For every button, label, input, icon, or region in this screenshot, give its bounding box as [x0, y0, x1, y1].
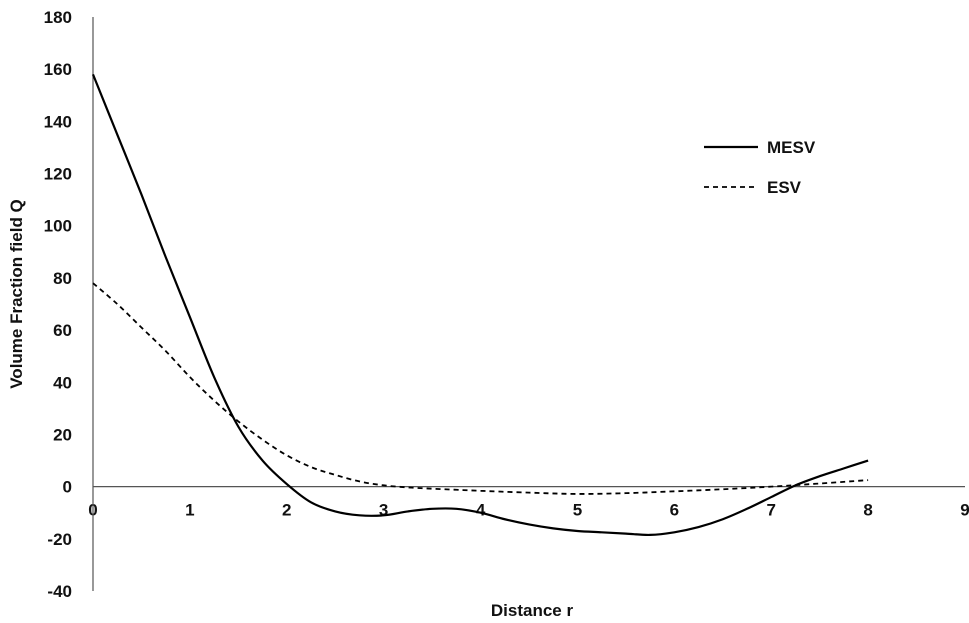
- series-line-esv: [92, 282, 869, 495]
- x-tick-label: 1: [185, 501, 194, 520]
- legend-label-mesv: MESV: [767, 138, 816, 157]
- y-tick-label: 20: [53, 425, 72, 444]
- y-tick-label: 60: [53, 321, 72, 340]
- y-tick-label: -20: [47, 530, 72, 549]
- y-tick-label: 80: [53, 269, 72, 288]
- y-axis-ticks: 180 160 140 120 100 80 60 40 20 0 -20 -40: [44, 8, 72, 601]
- x-tick-label: 3: [379, 501, 388, 520]
- y-tick-label: 160: [44, 60, 72, 79]
- legend-label-esv: ESV: [767, 178, 802, 197]
- y-tick-label: -40: [47, 582, 72, 601]
- y-tick-label: 40: [53, 373, 72, 392]
- x-tick-label: 8: [863, 501, 872, 520]
- x-tick-label: 4: [476, 501, 486, 520]
- y-tick-label: 180: [44, 8, 72, 27]
- series-line-mesv: [91, 73, 869, 537]
- y-tick-label: 0: [63, 478, 72, 497]
- y-tick-label: 120: [44, 165, 72, 184]
- x-tick-label: 5: [573, 501, 582, 520]
- x-tick-label: 2: [282, 501, 291, 520]
- y-tick-label: 100: [44, 217, 72, 236]
- y-tick-label: 140: [44, 112, 72, 131]
- x-tick-label: 7: [766, 501, 775, 520]
- x-tick-label: 6: [670, 501, 679, 520]
- y-axis-title: Volume Fraction field Q: [7, 199, 26, 389]
- legend: MESV ESV: [704, 138, 816, 197]
- x-tick-label: 9: [960, 501, 969, 520]
- series-layer: [91, 73, 869, 537]
- x-axis-title: Distance r: [491, 601, 574, 620]
